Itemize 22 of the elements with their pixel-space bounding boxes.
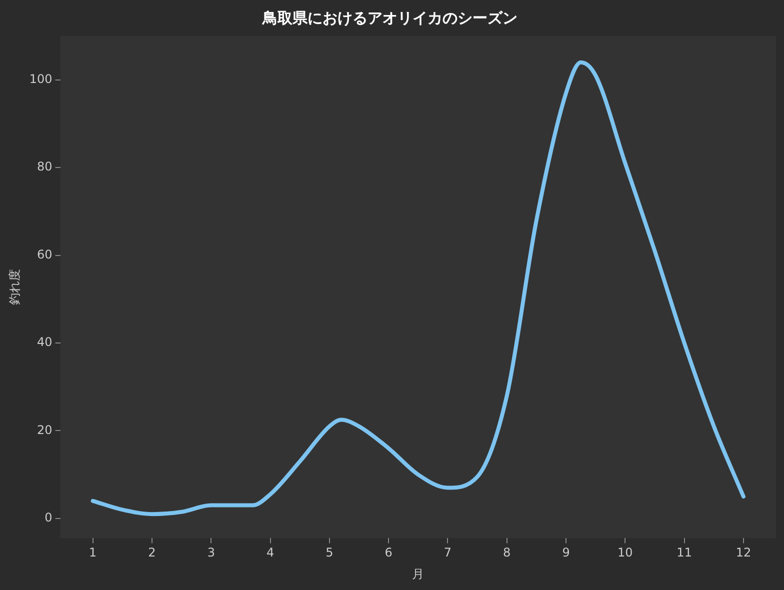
y-tick-label: 40 [37, 335, 52, 350]
x-tick-label: 2 [148, 546, 156, 560]
y-tick-label: 80 [37, 160, 52, 174]
y-tick-label: 20 [37, 422, 52, 437]
x-tick-label: 5 [326, 546, 334, 560]
x-tick-label: 6 [384, 546, 392, 560]
x-tick-label: 11 [676, 546, 692, 560]
x-tick-label: 8 [503, 546, 511, 560]
y-tick-label: 100 [29, 72, 52, 86]
x-axis-title: 月 [412, 566, 424, 581]
x-tick-label: 1 [89, 546, 97, 560]
x-tick-label: 7 [444, 546, 452, 560]
x-tick-label: 3 [207, 546, 215, 560]
x-tick-label: 9 [562, 546, 570, 560]
x-tick-label: 10 [618, 546, 633, 560]
y-tick-label: 60 [37, 247, 52, 262]
x-tick-label: 12 [736, 546, 752, 560]
x-tick-label: 4 [266, 546, 274, 560]
line-series [90, 60, 746, 516]
y-axis-title: 釣れ度 [7, 269, 22, 306]
chart-title: 鳥取県におけるアオリイカのシーズン [262, 8, 518, 27]
y-tick-label: 0 [44, 510, 52, 525]
